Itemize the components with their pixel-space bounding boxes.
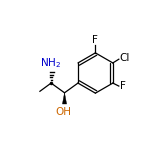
- Text: F: F: [120, 81, 125, 91]
- Text: F: F: [92, 35, 98, 45]
- Text: OH: OH: [56, 107, 72, 117]
- Text: NH$_2$: NH$_2$: [40, 56, 61, 70]
- Text: Cl: Cl: [120, 54, 130, 64]
- Polygon shape: [62, 93, 67, 104]
